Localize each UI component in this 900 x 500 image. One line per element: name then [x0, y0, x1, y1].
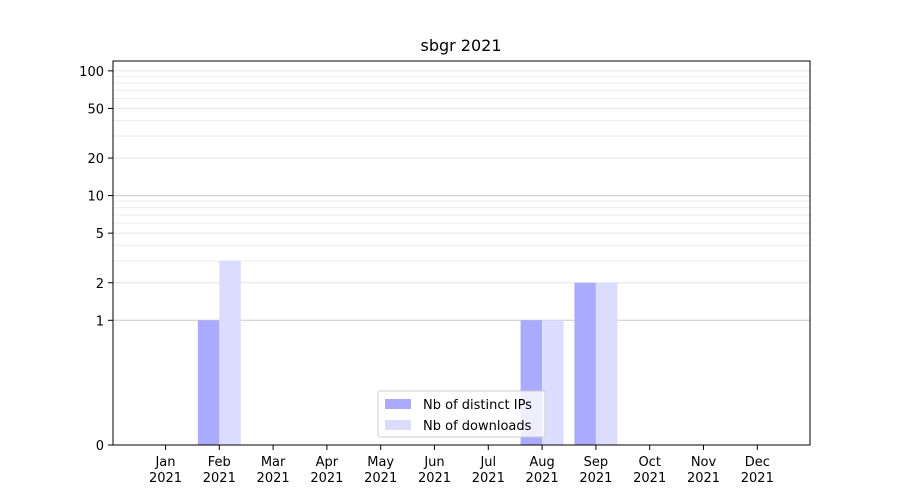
plot-frame	[112, 60, 811, 446]
x-tick-label: Aug 2021	[526, 455, 559, 486]
y-tick-label: 10	[87, 190, 104, 205]
x-tick-label: Sep 2021	[579, 455, 612, 486]
x-axis: Jan 2021 Feb 2021 Mar 2021 Apr 2021 May 2021 Jun 20…	[149, 445, 774, 486]
y-tick-label: 2	[96, 277, 104, 292]
x-tick-label: Feb 2021	[203, 455, 236, 486]
x-tick-label: Oct 2021	[633, 455, 666, 486]
x-tick-label: Nov 2021	[687, 455, 720, 486]
chart-title: sbgr 2021	[420, 36, 501, 55]
bar-downloads	[595, 282, 618, 445]
legend: Nb of distinct IPs Nb of downloads	[377, 390, 546, 438]
legend-swatch-downloads	[385, 420, 411, 430]
y-tick-label: 1	[96, 314, 104, 329]
grid	[113, 70, 810, 321]
bar-downloads	[219, 260, 241, 445]
x-tick-label: Dec 2021	[741, 455, 774, 486]
y-tick-label: 100	[79, 65, 104, 80]
x-tick-label: Jun 2021	[418, 455, 451, 486]
x-tick-label: Jul 2021	[472, 455, 505, 486]
y-tick-label: 50	[87, 102, 104, 117]
legend-box	[377, 390, 546, 438]
y-tick-label: 5	[96, 227, 104, 242]
x-tick-label: Mar 2021	[257, 455, 290, 486]
y-tick-label: 20	[87, 152, 104, 167]
legend-swatch-ips	[385, 399, 411, 409]
y-axis: 0 1 2 5 10 20 50 100	[79, 65, 113, 454]
x-tick-label: Apr 2021	[310, 455, 343, 486]
legend-label-downloads: Nb of downloads	[423, 419, 532, 434]
bar-ips	[197, 320, 220, 445]
legend-label-ips: Nb of distinct IPs	[423, 398, 532, 413]
x-tick-label: Jan 2021	[149, 455, 182, 486]
y-tick-label: 0	[96, 439, 104, 454]
bar-ips	[574, 282, 596, 445]
x-tick-label: May 2021	[364, 455, 397, 486]
bar-downloads	[542, 320, 564, 445]
